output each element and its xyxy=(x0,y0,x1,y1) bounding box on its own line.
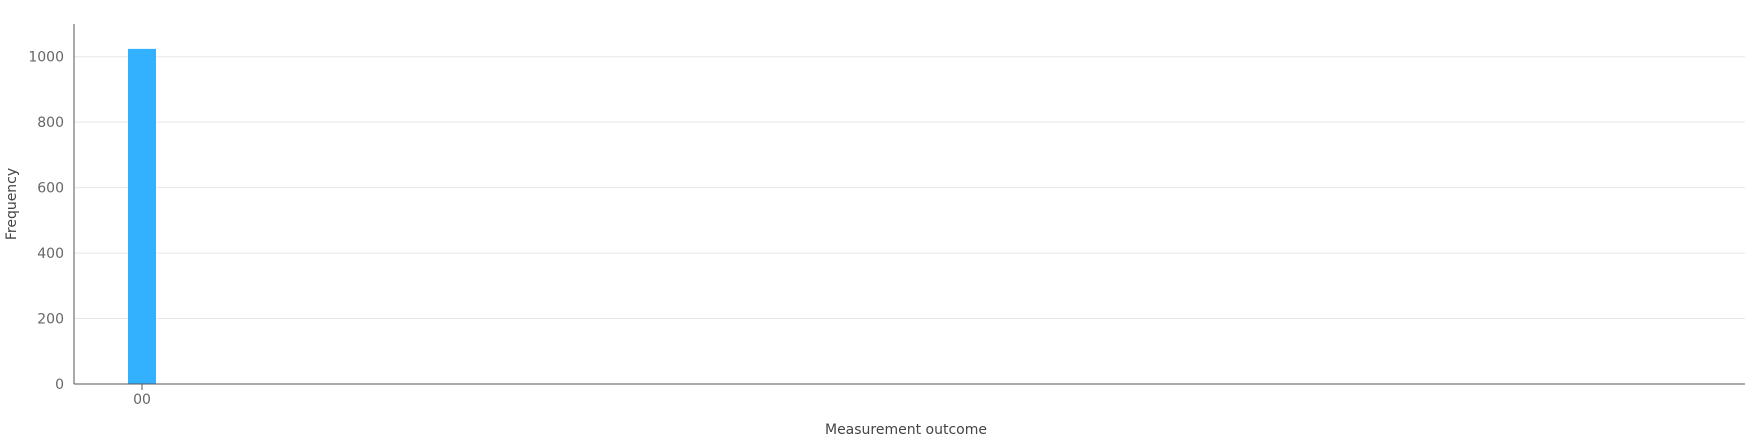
y-tick-label-0: 0 xyxy=(55,377,64,393)
y-tick-label-400: 400 xyxy=(37,246,64,262)
y-axis-title: Frequency xyxy=(4,168,20,240)
axes-layer xyxy=(73,24,1745,385)
x-tick-label-00: 00 xyxy=(133,392,151,408)
y-tick-label-1000: 1000 xyxy=(28,50,64,66)
bars-layer xyxy=(128,48,156,384)
x-axis-title: Measurement outcome xyxy=(825,422,987,437)
y-tick-label-800: 800 xyxy=(37,115,64,131)
y-tick-label-200: 200 xyxy=(37,312,64,328)
y-tick-label-600: 600 xyxy=(37,181,64,197)
ticks-layer: 0 200 400 600 800 1000 00 xyxy=(28,50,151,408)
grid-layer xyxy=(74,56,1745,320)
bar-00[interactable] xyxy=(128,48,156,384)
